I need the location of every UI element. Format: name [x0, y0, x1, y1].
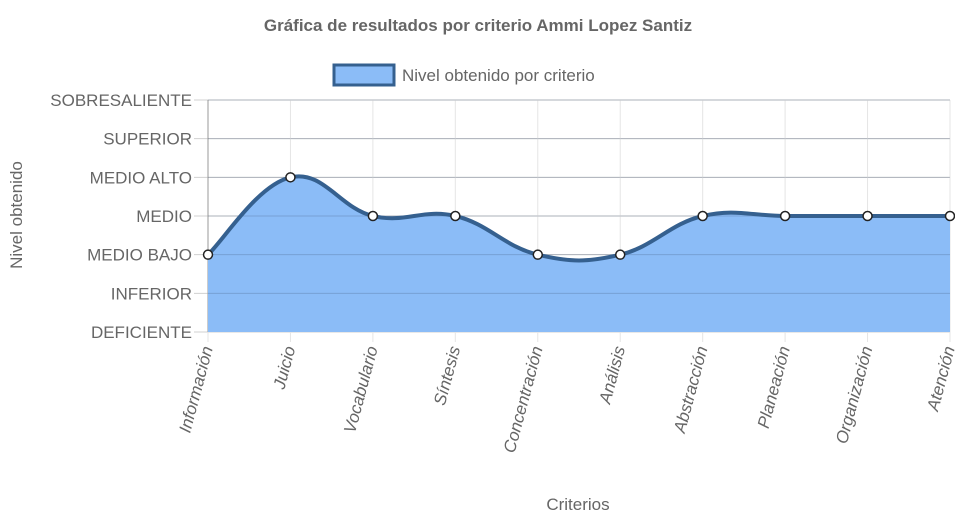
y-tick-label: INFERIOR [111, 284, 192, 303]
data-point-Información[interactable] [202, 249, 214, 260]
data-point-Juicio[interactable] [285, 172, 296, 183]
chart-title: Gráfica de resultados por criterio Ammi … [264, 16, 692, 35]
data-point-Planeación[interactable] [779, 210, 791, 222]
legend[interactable]: Nivel obtenido por criterio [332, 63, 595, 87]
y-tick-label: MEDIO [136, 207, 192, 226]
x-tick-label: Síntesis [430, 344, 464, 408]
data-point-Organización[interactable] [862, 210, 873, 222]
x-tick-label: Organización [832, 344, 876, 446]
x-tick-label: Abstracción [670, 344, 712, 436]
x-tick-label: Información [176, 344, 217, 435]
y-tick-label: MEDIO BAJO [87, 246, 192, 265]
x-tick-label: Concentración [500, 344, 547, 455]
series-area [208, 176, 950, 332]
y-axis-label: Nivel obtenido [7, 161, 26, 269]
data-point-Síntesis[interactable] [450, 210, 461, 222]
series-line [206, 174, 950, 263]
y-axis: DEFICIENTE INFERIOR MEDIO BAJO MEDIO MEDIO A… [50, 91, 192, 342]
data-point-Análisis[interactable] [614, 249, 626, 260]
x-tick-label: Juicio [269, 344, 299, 392]
x-tick-label: Atención [923, 344, 955, 414]
area-layer [206, 99, 950, 332]
data-points [202, 172, 955, 260]
data-point-Abstracción[interactable] [697, 210, 708, 222]
x-tick-label: Análisis [595, 344, 629, 407]
data-point-Atención[interactable] [944, 210, 955, 222]
x-axis-label: Criterios [546, 495, 609, 514]
y-tick-label: SOBRESALIENTE [50, 91, 192, 110]
y-tick-label: DEFICIENTE [91, 323, 192, 342]
data-point-Concentración[interactable] [532, 249, 544, 260]
legend-label: Nivel obtenido por criterio [402, 66, 595, 85]
data-point-Vocabulario[interactable] [367, 210, 379, 222]
x-axis: Información Juicio Vocabulario Síntesis Conc… [176, 344, 955, 455]
x-tick-label: Planeación [754, 344, 794, 430]
y-tick-label: MEDIO ALTO [90, 168, 192, 187]
x-tick-label: Vocabulario [340, 344, 381, 435]
legend-swatch [332, 63, 396, 87]
y-tick-label: SUPERIOR [103, 130, 192, 149]
